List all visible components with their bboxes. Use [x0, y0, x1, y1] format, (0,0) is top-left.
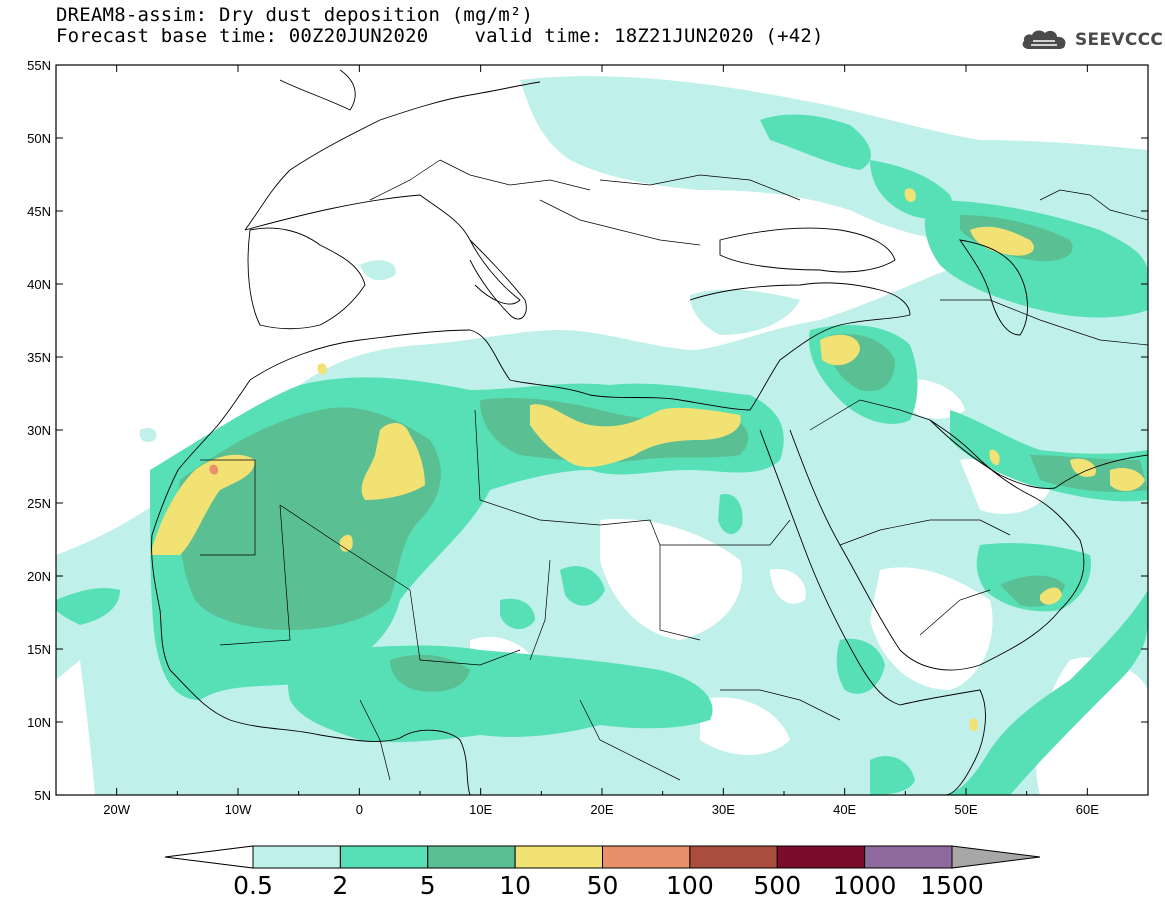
colorbar-swatch [252, 845, 341, 869]
lat-label: 25N [27, 496, 51, 511]
colorbar-swatch [514, 845, 603, 869]
lon-label: 40E [833, 802, 856, 817]
colorbar-label: 1500 [920, 871, 984, 900]
lon-label: 60E [1076, 802, 1099, 817]
lon-label: 20E [590, 802, 613, 817]
colorbar-label: 0.5 [233, 871, 273, 900]
coastlines [151, 69, 1148, 795]
lat-label: 35N [27, 350, 51, 365]
map-title: DREAM8-assim: Dry dust deposition (mg/m²… [56, 4, 534, 26]
lon-label: 0 [356, 802, 363, 817]
lat-label: 50N [27, 131, 51, 146]
colorbar-swatch [339, 845, 429, 869]
lon-label: 30E [712, 802, 735, 817]
colorbar-over-arrow [951, 845, 1041, 869]
latitude-axis: 55N 50N 45N 40N 35N 30N 25N 20N 15N 10N 5N [27, 58, 1148, 803]
colorbar-swatch [776, 845, 866, 869]
colorbar-swatch [689, 845, 778, 869]
map-subtitle: Forecast base time: 00Z20JUN2020 valid ti… [56, 26, 824, 46]
seevccc-logo: SEEVCCC [1019, 27, 1163, 53]
lat-label: 30N [27, 423, 51, 438]
forecast-base-time: Forecast base time: 00Z20JUN2020 [56, 25, 429, 47]
valid-time: valid time: 18Z21JUN2020 (+42) [474, 25, 824, 47]
colorbar-label: 5 [420, 871, 436, 900]
cloud-icon [1022, 30, 1066, 49]
colorbar-label: 10 [499, 871, 531, 900]
lat-label: 15N [27, 642, 51, 657]
colorbar-label: 2 [332, 871, 348, 900]
clear-areas [56, 379, 1148, 795]
deposition-level-extreme [209, 464, 219, 475]
colorbar-label: 100 [666, 871, 714, 900]
country-borders [200, 159, 1148, 781]
lon-label: 20W [103, 802, 130, 817]
logo-text: SEEVCCC [1075, 30, 1164, 50]
colorbar: 0.5 2 5 10 50 100 500 1000 1500 [164, 845, 1041, 900]
longitude-axis: 20W 10W 0 10E 20E 30E 40E 50E 60E [55, 65, 1149, 817]
lat-label: 55N [27, 58, 51, 73]
lat-label: 10N [27, 715, 51, 730]
lat-label: 5N [34, 788, 51, 803]
lon-label: 10E [469, 802, 492, 817]
lat-label: 20N [27, 569, 51, 584]
lon-label: 50E [954, 802, 977, 817]
colorbar-swatch [602, 845, 691, 869]
colorbar-label: 50 [587, 871, 619, 900]
colorbar-swatch [864, 845, 953, 869]
deposition-level-very-high [150, 188, 1145, 732]
colorbar-under-arrow [164, 845, 254, 869]
lat-label: 40N [27, 277, 51, 292]
colorbar-label: 500 [753, 871, 801, 900]
deposition-field [56, 76, 1148, 795]
lat-label: 45N [27, 204, 51, 219]
lon-label: 10W [225, 802, 252, 817]
colorbar-swatch [427, 845, 516, 869]
colorbar-label: 1000 [833, 871, 897, 900]
